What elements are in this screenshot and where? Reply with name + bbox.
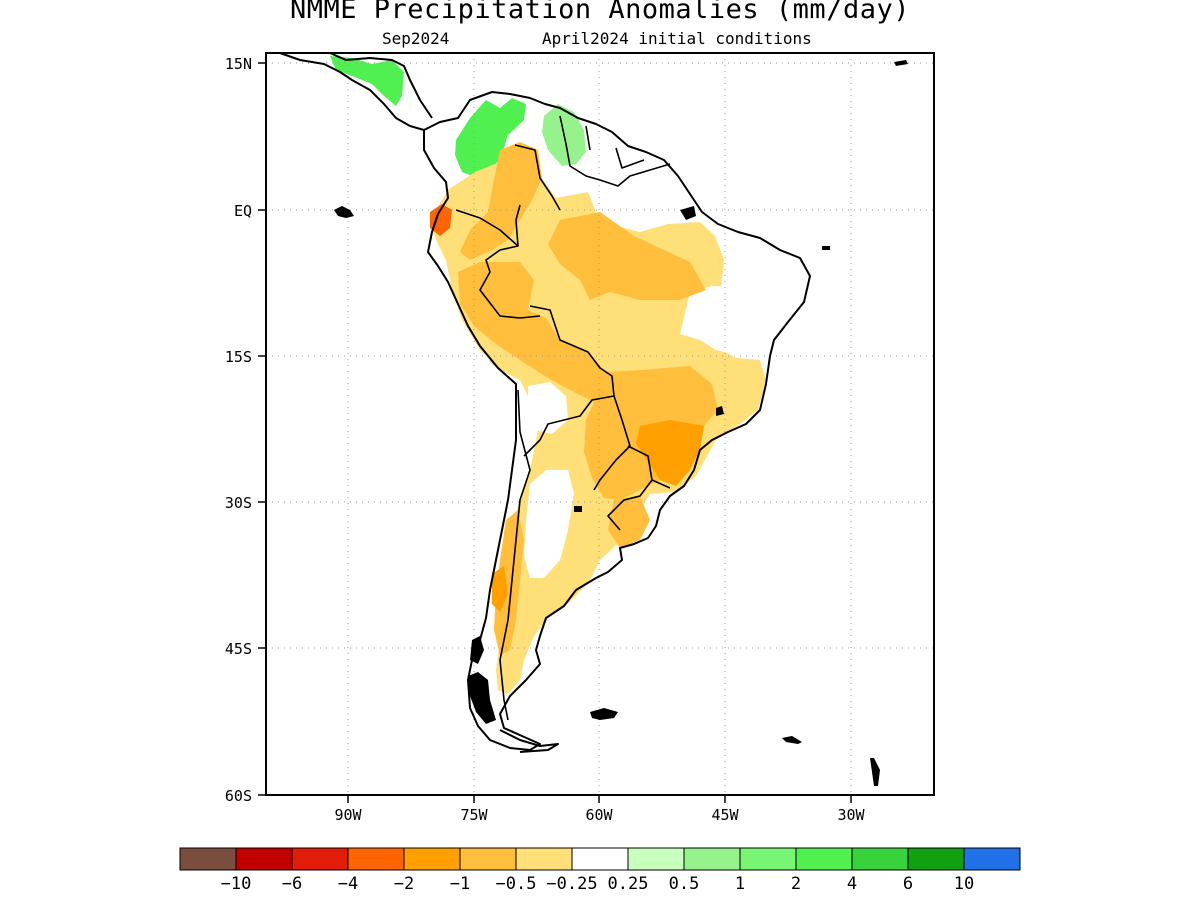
anomaly-deep-orange-brazil xyxy=(636,420,704,486)
colorbar-swatch xyxy=(907,847,965,871)
marajo xyxy=(680,206,696,220)
anomaly-deep-orange-ecuador xyxy=(430,204,452,236)
anomaly-neutral-east-brazil xyxy=(680,286,770,356)
country-borders xyxy=(455,115,671,721)
graticule xyxy=(266,53,934,795)
lat-label: 15S xyxy=(225,348,252,366)
central-america-coastline xyxy=(279,53,425,131)
anomaly-green-central-america xyxy=(330,56,404,106)
falklands xyxy=(590,708,618,720)
central-america-north-coast xyxy=(329,53,433,119)
lon-label: 90W xyxy=(334,806,362,824)
colorbar-label: −0.5 xyxy=(496,874,537,894)
colorbar-swatch xyxy=(739,847,797,871)
colorbar-swatch xyxy=(403,847,461,871)
colorbar-label: 0.25 xyxy=(608,874,649,894)
colorbar-label: 4 xyxy=(847,874,857,894)
south-america-coastline xyxy=(423,91,811,751)
colorbar-label: 6 xyxy=(903,874,913,894)
islet-5 xyxy=(870,758,880,786)
colorbar-swatch xyxy=(235,847,293,871)
colorbar-swatch xyxy=(291,847,349,871)
colorbar-swatch xyxy=(963,847,1021,871)
colorbar-label: −4 xyxy=(338,874,358,894)
initial-conditions: April2024 initial conditions xyxy=(542,29,812,48)
fuegian-coast xyxy=(499,729,559,753)
coastline xyxy=(279,53,811,753)
colorbar-swatch xyxy=(347,847,405,871)
axis-ticks xyxy=(258,62,852,803)
lon-label: 75W xyxy=(460,806,488,824)
latitude-labels: 15N EQ 15S 30S 45S 60S xyxy=(225,55,252,805)
lat-label: 15N xyxy=(225,55,252,73)
lat-label: 30S xyxy=(225,494,252,512)
colorbar-swatch xyxy=(459,847,517,871)
islands xyxy=(334,60,908,786)
colorbar-swatch xyxy=(627,847,685,871)
anomaly-orange-peru xyxy=(458,262,614,402)
galapagos xyxy=(334,206,354,218)
islet-2 xyxy=(822,246,830,250)
colorbar-swatch xyxy=(515,847,573,871)
anomaly-deep-orange-chile-coast xyxy=(492,566,508,612)
colorbar-label: 10 xyxy=(954,874,974,894)
colorbar-label: −6 xyxy=(282,874,302,894)
colorbar-label: −10 xyxy=(221,874,252,894)
chile-archipelago xyxy=(468,672,496,724)
colorbar-swatch xyxy=(795,847,853,871)
colorbar-label: 0.5 xyxy=(669,874,700,894)
colorbar-swatch xyxy=(179,847,237,871)
islet-1 xyxy=(894,60,908,66)
colorbar-label: −2 xyxy=(394,874,414,894)
lat-label: 60S xyxy=(225,787,252,805)
anomaly-neutral-argentina xyxy=(524,470,574,578)
anomaly-orange-chile xyxy=(494,510,524,656)
forecast-month: Sep2024 xyxy=(382,29,450,48)
anomaly-orange-uruguay xyxy=(608,496,650,548)
lon-label: 60W xyxy=(585,806,613,824)
south-georgia xyxy=(782,736,802,744)
colorbar-swatch xyxy=(851,847,909,871)
anomaly-orange-amazon xyxy=(460,142,542,260)
islet-4 xyxy=(716,406,724,416)
chiloe xyxy=(470,636,484,664)
anomaly-orange-central-brazil xyxy=(548,212,706,300)
colorbar: −10 −6 −4 −2 −1 −0.5 −0.25 0.25 0.5 1 2 4 6 10 xyxy=(179,847,1021,894)
colorbar-label: 1 xyxy=(735,874,745,894)
colorbar-label: −1 xyxy=(450,874,470,894)
colorbar-label: 2 xyxy=(791,874,801,894)
islet-3 xyxy=(574,506,582,512)
colorbar-label: −0.25 xyxy=(546,874,597,894)
colorbar-swatch xyxy=(571,847,629,871)
lat-label: 45S xyxy=(225,640,252,658)
longitude-labels: 90W 75W 60W 45W 30W xyxy=(334,806,865,824)
anomaly-green-colombia xyxy=(455,98,526,178)
anomaly-field xyxy=(330,56,770,694)
lon-label: 30W xyxy=(837,806,865,824)
lon-label: 45W xyxy=(711,806,739,824)
colorbar-swatch xyxy=(683,847,741,871)
map-frame xyxy=(265,52,935,796)
lat-label: EQ xyxy=(234,202,252,220)
map-title: NMME Precipitation Anomalies (mm/day) xyxy=(290,0,910,25)
